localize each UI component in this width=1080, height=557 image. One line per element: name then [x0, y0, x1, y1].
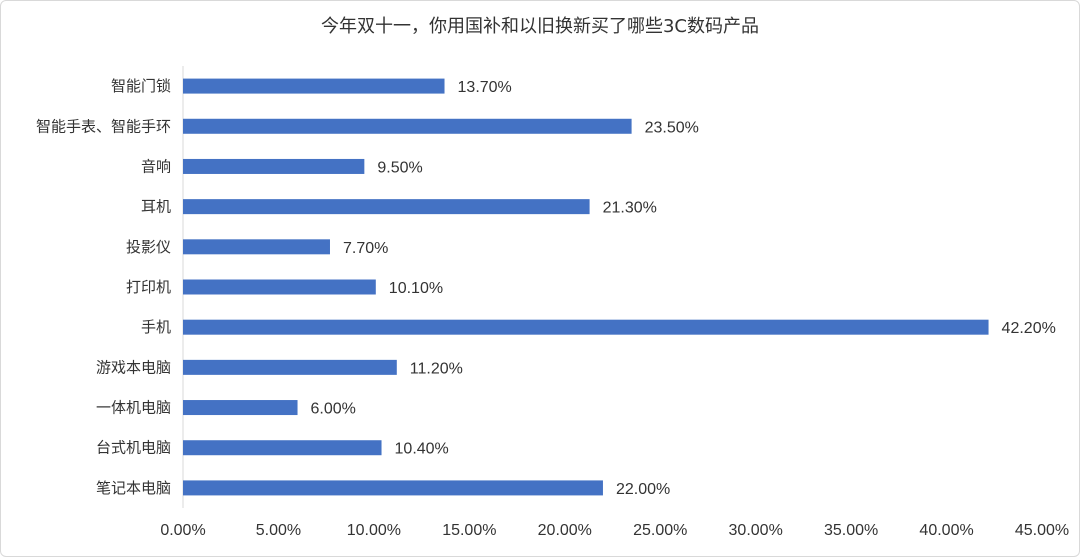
category-label: 投影仪 — [126, 238, 171, 256]
bar — [183, 319, 989, 335]
data-label: 13.70% — [458, 79, 512, 96]
bar — [183, 279, 376, 295]
category-label: 耳机 — [141, 198, 171, 216]
category-label: 台式机电脑 — [96, 439, 171, 457]
category-label: 智能门锁 — [111, 77, 171, 95]
x-tick-label: 25.00% — [633, 522, 687, 539]
bar — [183, 480, 603, 496]
x-tick-label: 5.00% — [256, 522, 301, 539]
bar — [183, 78, 445, 94]
data-label: 23.50% — [645, 119, 699, 136]
bar — [183, 400, 298, 416]
data-label: 9.50% — [377, 159, 422, 176]
bar — [183, 359, 397, 375]
data-label: 22.00% — [616, 481, 670, 498]
x-tick-label: 10.00% — [347, 522, 401, 539]
data-label: 42.20% — [1002, 320, 1056, 337]
bar — [183, 199, 590, 215]
x-tick-label: 30.00% — [729, 522, 783, 539]
category-label: 手机 — [141, 318, 171, 336]
data-label: 21.30% — [603, 200, 657, 217]
bar — [183, 158, 365, 174]
category-label: 音响 — [141, 157, 171, 175]
x-tick-label: 35.00% — [824, 522, 878, 539]
x-tick-label: 15.00% — [442, 522, 496, 539]
data-label: 10.40% — [395, 441, 449, 458]
category-label: 一体机电脑 — [96, 399, 171, 417]
bar — [183, 239, 330, 255]
x-tick-label: 0.00% — [160, 522, 205, 539]
data-label: 6.00% — [311, 401, 356, 418]
x-tick-label: 45.00% — [1015, 522, 1069, 539]
bar — [183, 440, 382, 456]
category-label: 打印机 — [126, 278, 171, 296]
category-label: 智能手表、智能手环 — [36, 117, 171, 135]
data-label: 7.70% — [343, 240, 388, 257]
category-label: 笔记本电脑 — [96, 479, 171, 497]
data-label: 10.10% — [389, 280, 443, 297]
data-label: 11.20% — [410, 360, 463, 377]
x-tick-label: 20.00% — [538, 522, 592, 539]
category-label: 游戏本电脑 — [96, 358, 171, 376]
x-tick-label: 40.00% — [919, 522, 973, 539]
bar — [183, 118, 632, 134]
chart-title: 今年双十一，你用国补和以旧换新买了哪些3C数码产品 — [320, 16, 760, 37]
